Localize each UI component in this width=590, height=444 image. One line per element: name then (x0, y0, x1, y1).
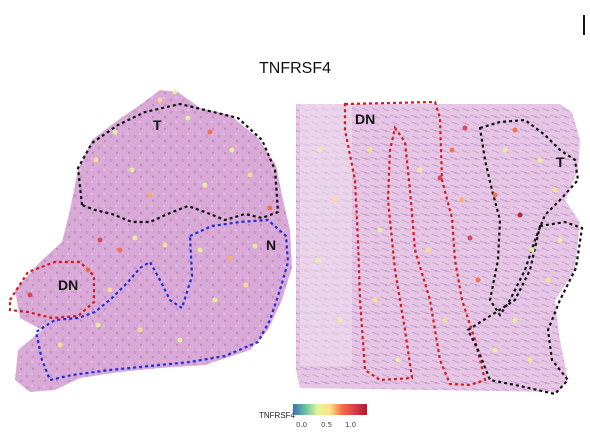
left-t-label: T (153, 117, 162, 133)
colorbar-tick: 0.5 (321, 421, 333, 429)
left-n-label: N (266, 237, 276, 253)
right-t-region-outline-upper (478, 118, 580, 317)
right-dn-region-outline (343, 100, 487, 387)
right-t-label: T (556, 154, 565, 170)
left-n-region-outline (34, 218, 290, 382)
right-tissue-section (296, 104, 580, 392)
left-dn-label: DN (58, 277, 78, 293)
colorbar-label: TNFRSF4 (259, 411, 295, 420)
figure-title: TNFRSF4 (259, 60, 331, 77)
colorbar-tick: 0.0 (296, 421, 308, 429)
colorbar (293, 404, 367, 415)
right-dn-label: DN (355, 111, 375, 127)
colorbar-tick: 1.0 (345, 421, 357, 429)
panel-marker (583, 15, 585, 35)
left-tissue-section (15, 90, 292, 392)
right-t-region-outline-lower (466, 220, 584, 396)
left-dn-region-outline (8, 260, 96, 320)
expression-spots (27, 89, 563, 363)
left-t-region-outline (76, 102, 280, 224)
